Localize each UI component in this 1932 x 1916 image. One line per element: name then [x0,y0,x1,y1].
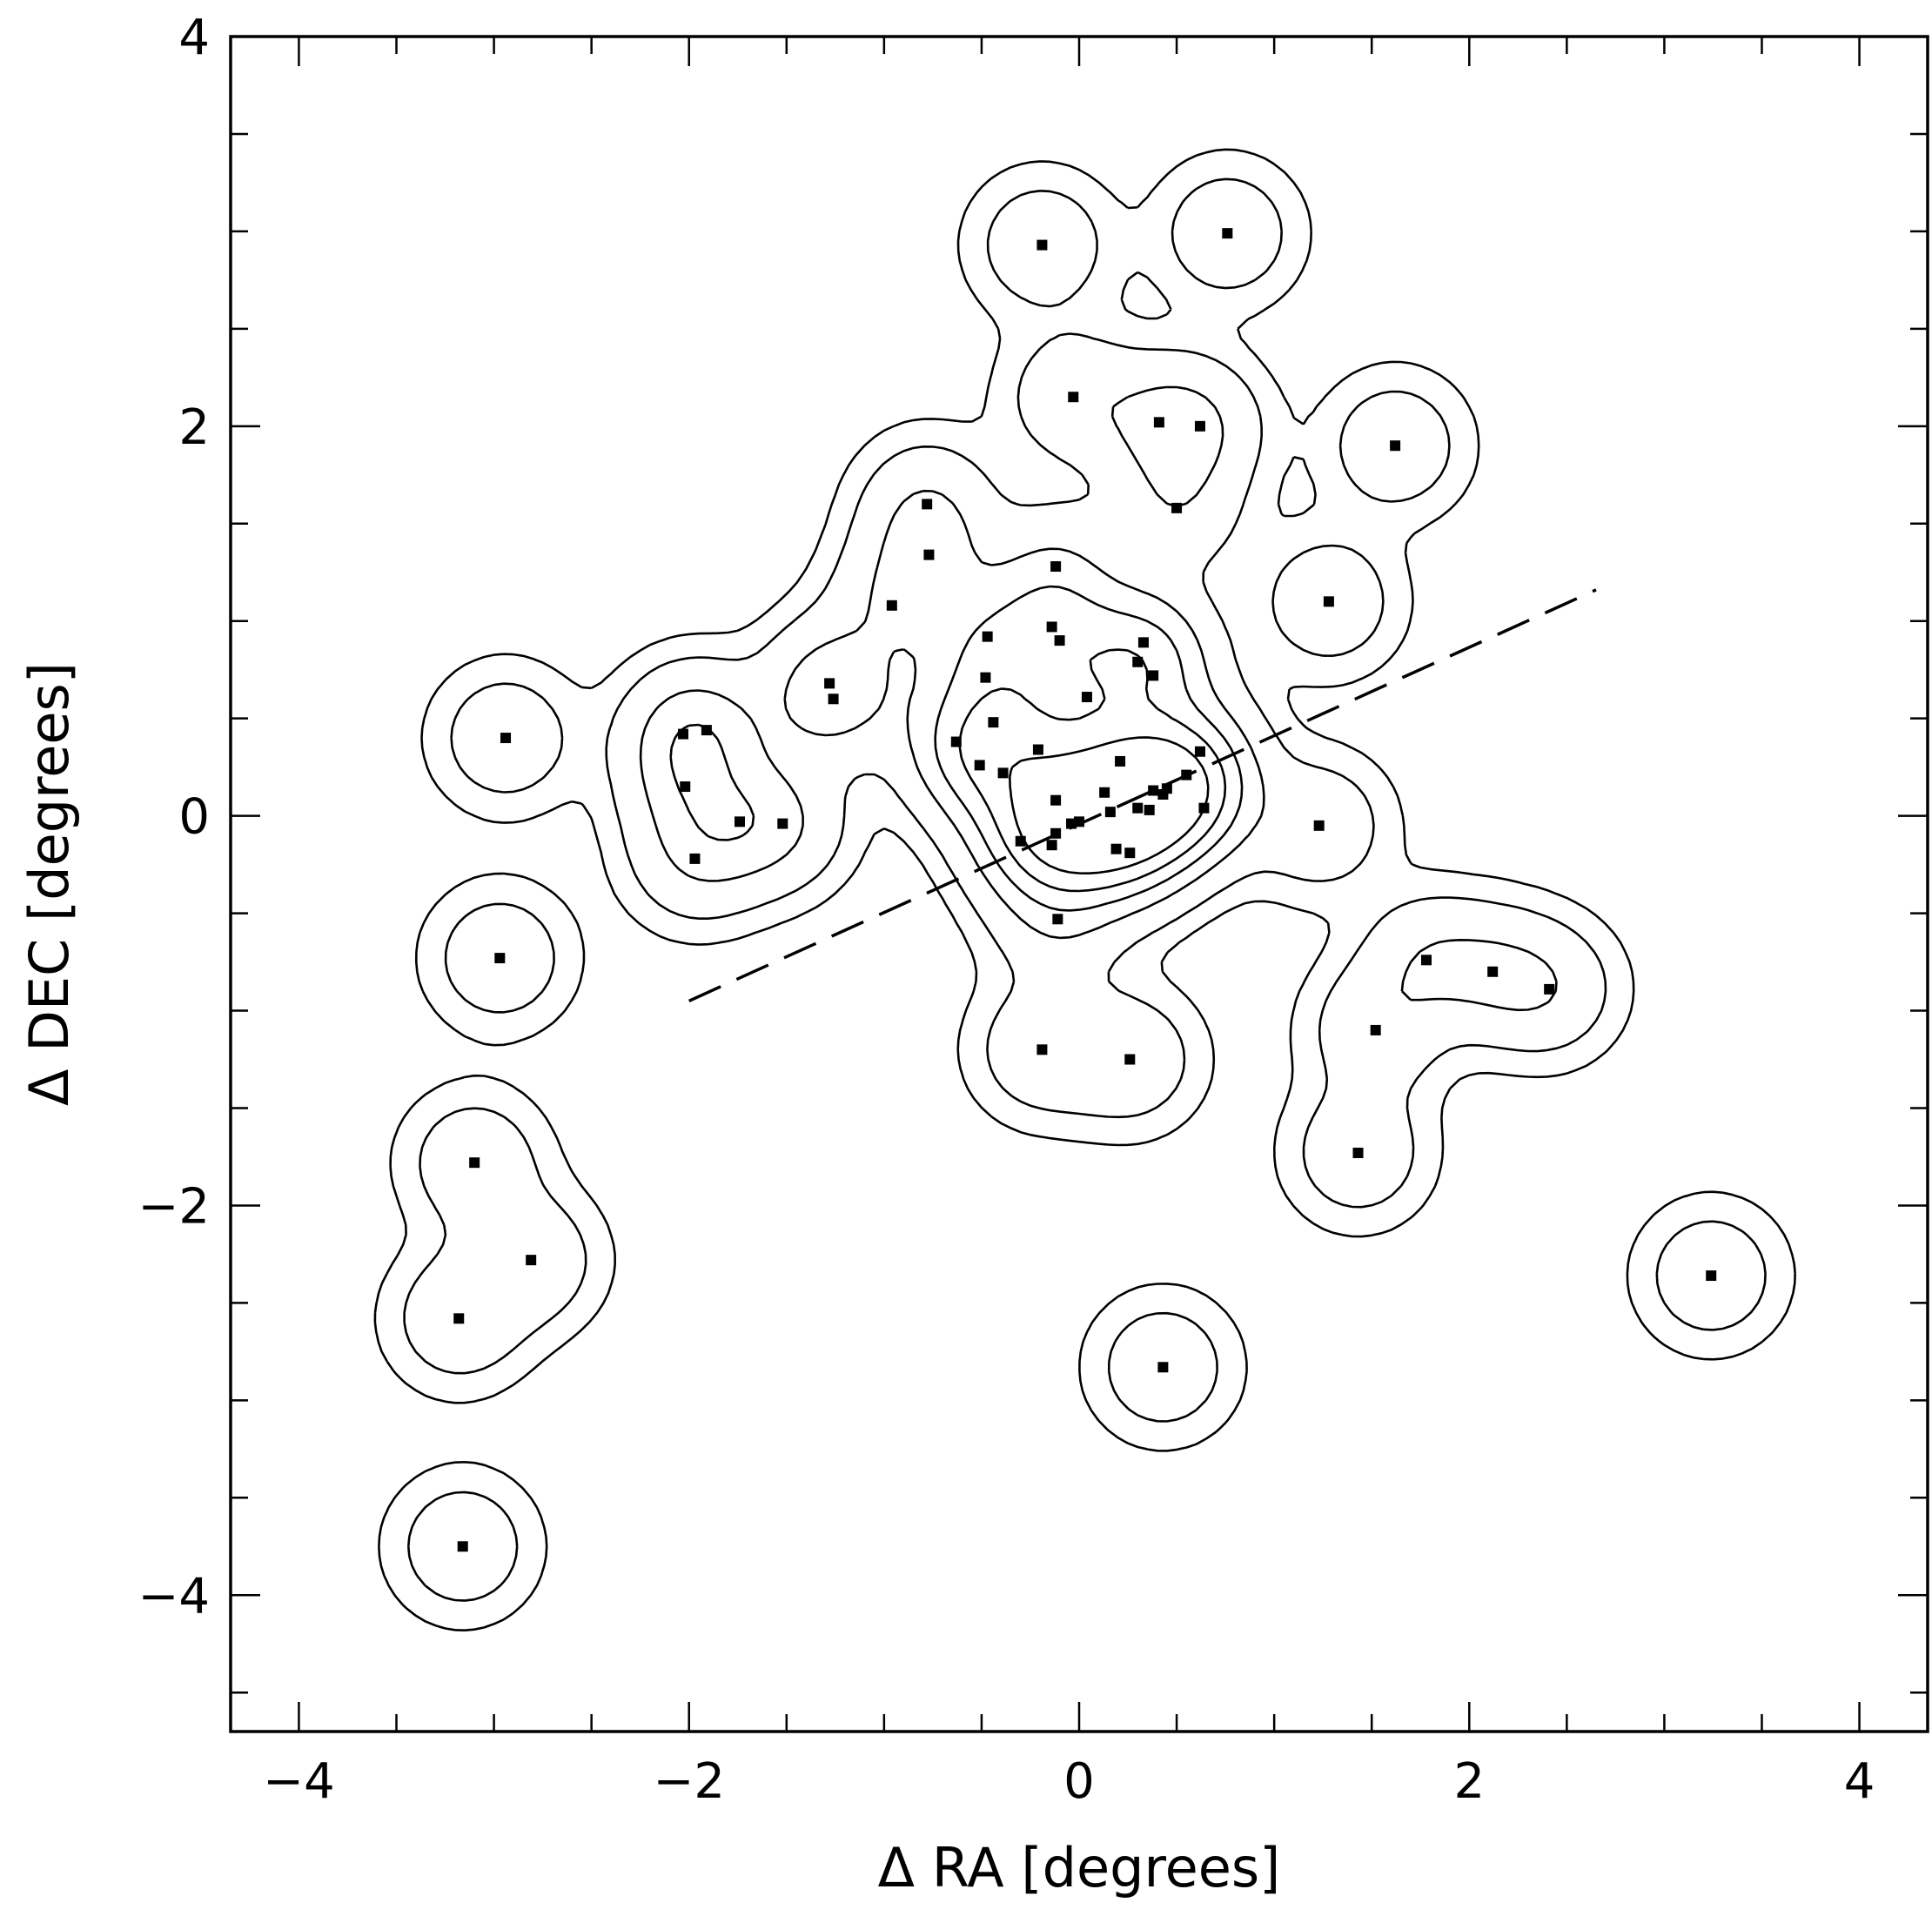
data-point [453,1313,465,1324]
data-point [1068,392,1079,403]
data-point [1323,596,1334,607]
data-point [1036,1044,1048,1055]
density-contour [1009,736,1210,874]
data-point [689,853,701,864]
x-tick-label: −2 [653,1753,725,1810]
data-point [1222,228,1233,239]
data-point [1352,1147,1364,1158]
data-point [735,816,745,827]
data-point [777,818,788,829]
data-point [922,499,933,510]
y-tick-label: −2 [138,1178,210,1235]
density-contours [373,148,1796,1631]
data-point [1420,955,1432,966]
data-point [1390,440,1401,452]
data-point [1050,794,1062,806]
data-point [494,953,506,964]
data-point [1148,785,1159,796]
data-point [1099,787,1110,798]
data-point [526,1255,537,1266]
axis-ticks [231,35,1928,1732]
data-point [457,1541,468,1552]
data-point [1194,420,1205,432]
density-contour [958,648,1227,893]
data-point [1194,746,1205,757]
x-tick-label: 0 [1063,1753,1095,1810]
trend-line-segment [688,588,1597,1002]
density-contour [639,385,1558,1012]
plot-frame [229,35,1929,1733]
data-point [500,733,512,744]
density-contour [403,178,1767,1602]
data-point [1115,755,1126,767]
data-point [1066,818,1077,829]
data-point [1032,744,1043,755]
data-point [1171,502,1183,513]
density-contour [373,148,1796,1631]
data-point [678,728,688,740]
data-point [1153,417,1164,428]
y-tick-label: −4 [138,1568,210,1625]
density-contour [669,585,1244,912]
data-point [1487,966,1499,977]
data-point [1161,783,1172,794]
data-point [1050,561,1062,573]
data-point [886,600,897,611]
x-tick-label: −4 [263,1753,335,1810]
data-point [1132,656,1144,667]
trend-line [688,588,1597,1002]
data-point [923,549,935,560]
y-tick-label: 0 [178,789,210,846]
x-tick-label: 4 [1844,1753,1875,1810]
data-point [1015,835,1026,847]
data-point [1046,621,1057,633]
data-point [1148,670,1159,681]
data-point [1124,847,1136,859]
data-point [1370,1024,1381,1035]
data-point [1198,802,1210,814]
data-points [453,228,1717,1552]
data-point [1144,804,1155,815]
y-tick-label: 4 [178,10,210,66]
data-point [1181,769,1192,780]
data-point [1054,635,1065,646]
x-axis-label: Δ RA [degrees] [878,1836,1281,1899]
data-point [1110,843,1122,854]
data-point [1104,807,1116,818]
data-point [828,693,839,705]
y-tick-label: 2 [178,399,210,456]
data-point [701,725,712,736]
data-point [1157,1362,1169,1373]
data-point [680,781,691,793]
y-tick-labels: −4 −2 0 2 4 [138,10,210,1625]
data-point [997,767,1009,779]
data-point [1313,820,1325,831]
data-point [950,736,962,747]
data-point [824,678,835,689]
data-point [1046,840,1057,851]
data-point [1706,1270,1717,1282]
data-point [1052,914,1063,925]
data-point [1544,983,1555,995]
x-tick-labels: −4 −2 0 2 4 [263,1753,1875,1810]
data-point [1137,637,1149,648]
y-axis-label: Δ DEC [degrees] [17,662,81,1106]
data-point [1036,239,1048,251]
x-tick-label: 2 [1453,1753,1485,1810]
data-point [469,1157,480,1169]
data-point [1124,1054,1136,1065]
data-point [982,631,993,642]
data-point [1081,692,1092,703]
data-point [988,717,999,728]
data-point [1132,802,1144,814]
data-point [974,760,985,771]
data-point [1050,827,1062,839]
data-point [980,672,991,683]
